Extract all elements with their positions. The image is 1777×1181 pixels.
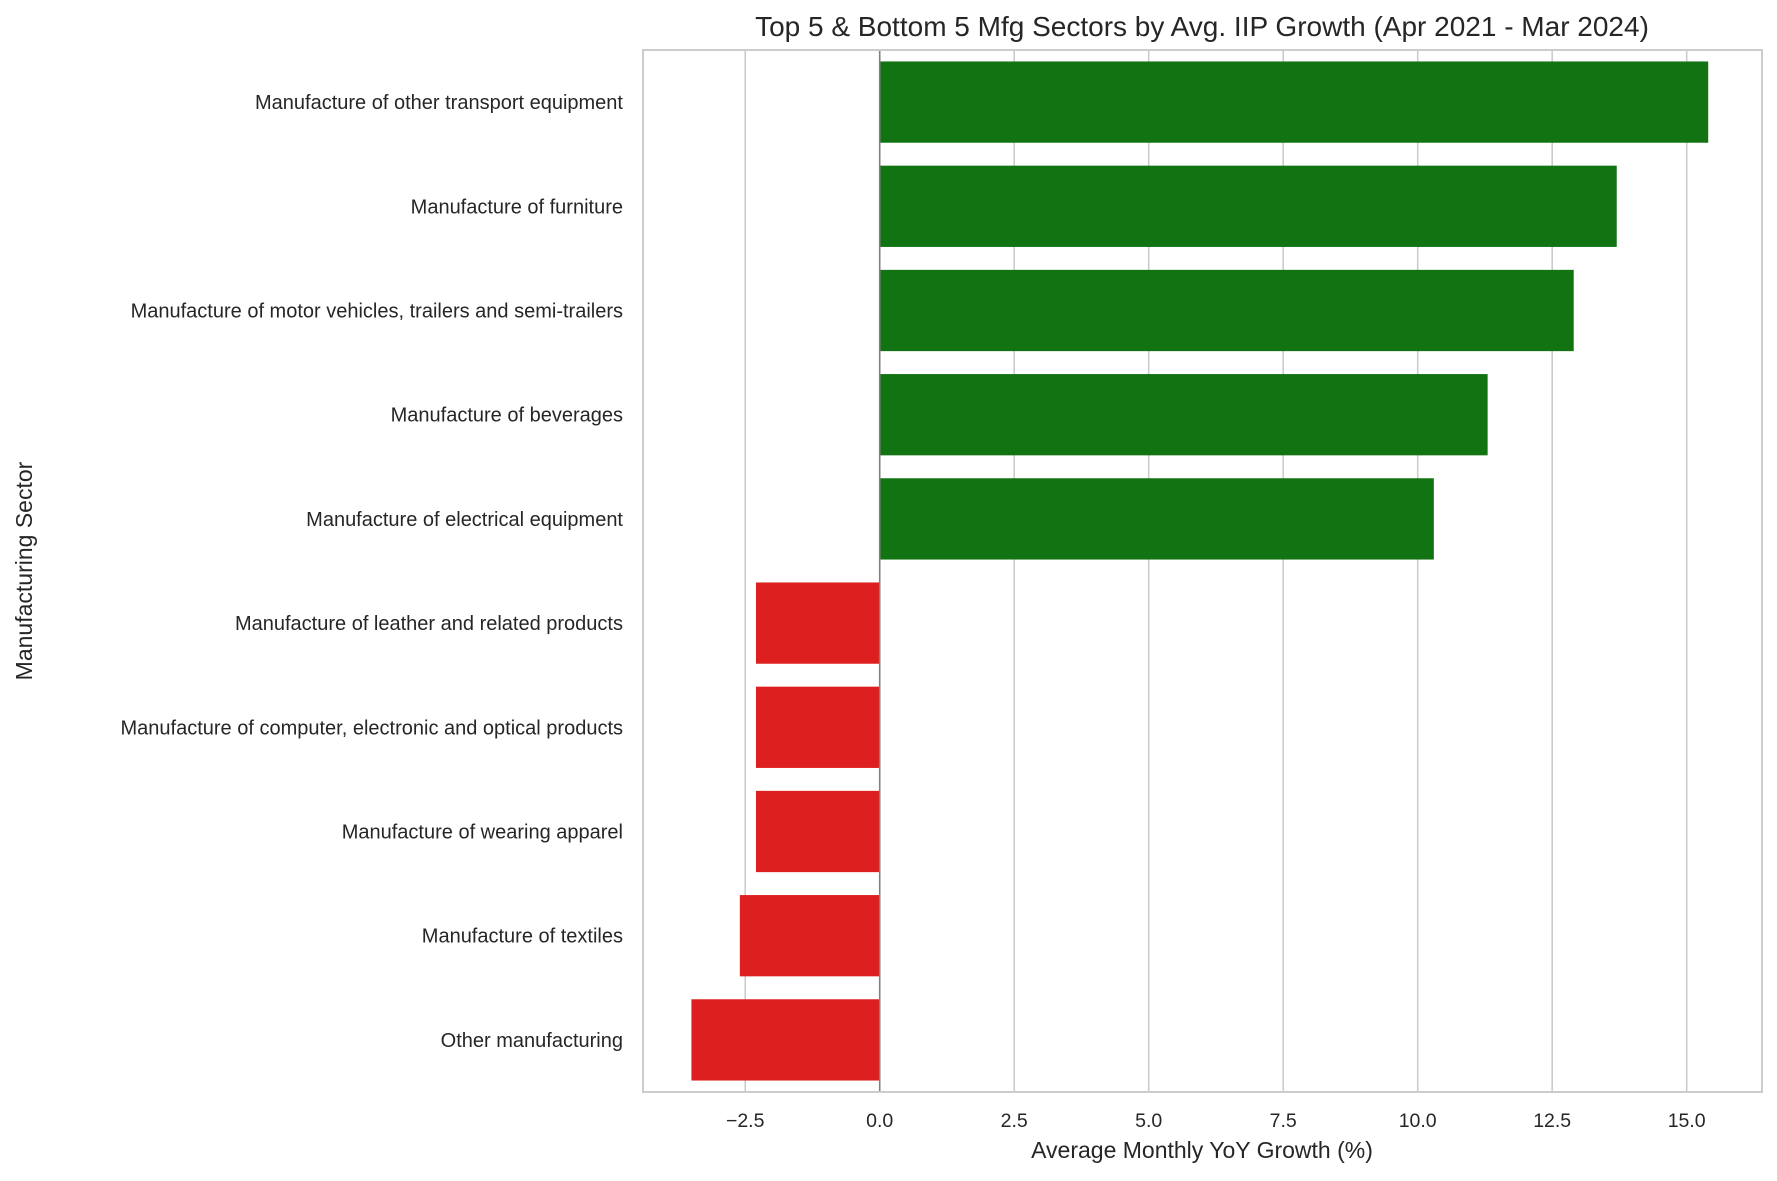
x-axis-label: Average Monthly YoY Growth (%) xyxy=(1031,1137,1373,1163)
bar xyxy=(755,790,880,873)
y-category-label: Manufacture of leather and related produ… xyxy=(235,613,623,635)
y-axis-categories: Manufacture of other transport equipment… xyxy=(121,92,624,1052)
y-category-label: Manufacture of electrical equipment xyxy=(306,509,623,531)
x-tick-label: 10.0 xyxy=(1399,1110,1437,1132)
x-tick-label: 2.5 xyxy=(1001,1110,1028,1132)
y-category-label: Manufacture of computer, electronic and … xyxy=(121,717,624,739)
bar xyxy=(755,582,880,664)
bar xyxy=(879,165,1617,247)
plot-frame xyxy=(642,49,1763,1093)
x-tick-label: 15.0 xyxy=(1668,1110,1706,1132)
bars xyxy=(691,61,1709,1081)
x-tick-label: −2.5 xyxy=(726,1110,765,1132)
y-category-label: Manufacture of motor vehicles, trailers … xyxy=(131,301,623,323)
bar xyxy=(691,999,880,1081)
y-category-label: Manufacture of beverages xyxy=(391,405,623,427)
bar xyxy=(879,61,1709,143)
y-category-label: Manufacture of textiles xyxy=(422,926,623,948)
x-tick-label: 7.5 xyxy=(1270,1110,1297,1132)
y-axis-label: Manufacturing Sector xyxy=(11,461,37,680)
bar xyxy=(879,374,1488,456)
y-category-label: Other manufacturing xyxy=(441,1030,623,1052)
bar xyxy=(739,895,880,977)
y-category-label: Manufacture of other transport equipment xyxy=(255,92,623,114)
x-tick-label: 0.0 xyxy=(866,1110,893,1132)
chart-title: Top 5 & Bottom 5 Mfg Sectors by Avg. IIP… xyxy=(755,11,1649,42)
y-category-label: Manufacture of furniture xyxy=(411,196,623,218)
y-category-label: Manufacture of wearing apparel xyxy=(342,822,623,844)
x-tick-label: 5.0 xyxy=(1135,1110,1162,1132)
x-axis-ticks: −2.5 0.0 2.5 5.0 7.5 10.0 12.5 15.0 xyxy=(726,1110,1706,1132)
bar xyxy=(879,478,1434,560)
x-tick-label: 12.5 xyxy=(1533,1110,1571,1132)
bar xyxy=(755,686,880,768)
bar xyxy=(879,269,1574,352)
